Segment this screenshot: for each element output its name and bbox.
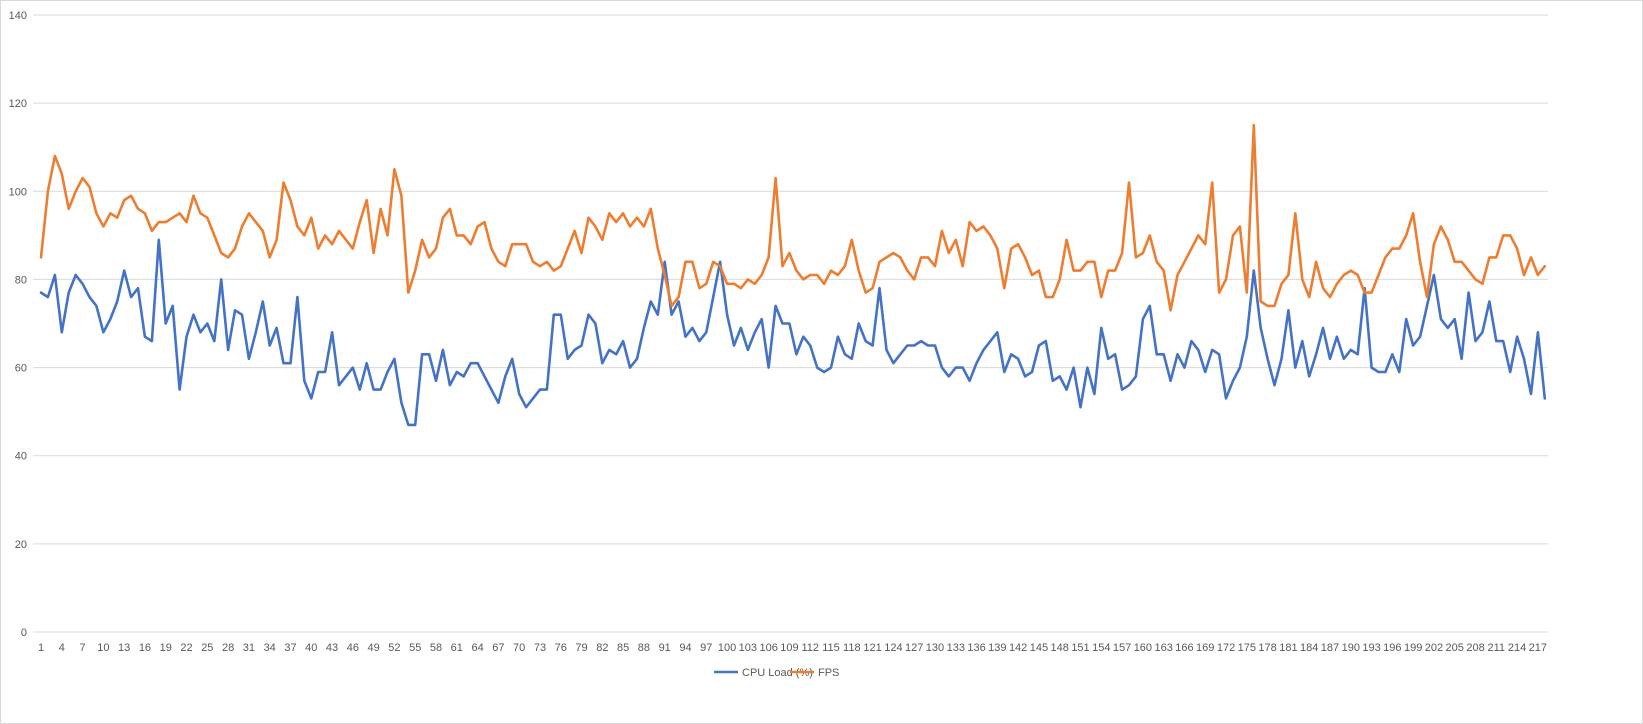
series-line-fps bbox=[39, 123, 1547, 312]
x-tick-label: 127 bbox=[905, 642, 923, 654]
x-tick-label: 196 bbox=[1383, 642, 1401, 654]
y-tick-label: 40 bbox=[15, 451, 27, 463]
x-tick-label: 55 bbox=[409, 642, 421, 654]
x-tick-label: 205 bbox=[1446, 642, 1464, 654]
x-tick-label: 4 bbox=[59, 642, 65, 654]
x-tick-label: 91 bbox=[659, 642, 671, 654]
x-tick-label: 58 bbox=[430, 642, 442, 654]
x-tick-label: 43 bbox=[326, 642, 338, 654]
x-tick-label: 136 bbox=[967, 642, 985, 654]
x-tick-label: 154 bbox=[1092, 642, 1110, 654]
x-tick-label: 85 bbox=[617, 642, 629, 654]
x-axis-ticks: 1 4 7 10 13 16 19 22 25 28 31 34 37 40 43 46 49 52 55 58 61 6… bbox=[38, 642, 1547, 654]
x-tick-label: 139 bbox=[988, 642, 1006, 654]
x-tick-label: 97 bbox=[700, 642, 712, 654]
x-tick-label: 163 bbox=[1154, 642, 1172, 654]
x-tick-label: 112 bbox=[801, 642, 819, 654]
x-tick-label: 124 bbox=[884, 642, 902, 654]
x-tick-label: 49 bbox=[368, 642, 380, 654]
x-tick-label: 73 bbox=[534, 642, 546, 654]
x-tick-label: 70 bbox=[513, 642, 525, 654]
y-tick-label: 100 bbox=[9, 186, 27, 198]
x-tick-label: 10 bbox=[97, 642, 109, 654]
x-tick-label: 64 bbox=[471, 642, 483, 654]
y-tick-label: 60 bbox=[15, 363, 27, 375]
x-tick-label: 184 bbox=[1300, 642, 1318, 654]
x-tick-label: 118 bbox=[843, 642, 861, 654]
x-tick-label: 142 bbox=[1009, 642, 1027, 654]
x-tick-label: 175 bbox=[1238, 642, 1256, 654]
x-tick-label: 172 bbox=[1217, 642, 1235, 654]
x-tick-label: 79 bbox=[575, 642, 587, 654]
x-tick-label: 214 bbox=[1508, 642, 1526, 654]
x-tick-label: 94 bbox=[679, 642, 691, 654]
x-tick-label: 181 bbox=[1279, 642, 1297, 654]
x-tick-label: 31 bbox=[243, 642, 255, 654]
x-tick-label: 157 bbox=[1113, 642, 1131, 654]
gridlines bbox=[33, 14, 1548, 633]
x-tick-label: 106 bbox=[759, 642, 777, 654]
legend: CPU Load (%) FPS bbox=[714, 667, 839, 679]
x-tick-label: 121 bbox=[863, 642, 881, 654]
y-axis-ticks: 0 20 40 60 80 100 120 140 bbox=[9, 10, 27, 639]
x-tick-label: 148 bbox=[1051, 642, 1069, 654]
x-tick-label: 133 bbox=[947, 642, 965, 654]
x-tick-label: 109 bbox=[780, 642, 798, 654]
y-tick-label: 20 bbox=[15, 539, 27, 551]
x-tick-label: 88 bbox=[638, 642, 650, 654]
x-tick-label: 100 bbox=[718, 642, 736, 654]
legend-label: FPS bbox=[818, 667, 839, 679]
x-tick-label: 16 bbox=[139, 642, 151, 654]
legend-label: CPU Load (%) bbox=[742, 667, 813, 679]
x-tick-label: 166 bbox=[1175, 642, 1193, 654]
x-tick-label: 82 bbox=[596, 642, 608, 654]
x-tick-label: 115 bbox=[822, 642, 840, 654]
y-tick-label: 80 bbox=[15, 274, 27, 286]
x-tick-label: 130 bbox=[926, 642, 944, 654]
x-tick-label: 187 bbox=[1321, 642, 1339, 654]
x-tick-label: 52 bbox=[388, 642, 400, 654]
x-tick-label: 160 bbox=[1134, 642, 1152, 654]
x-tick-label: 34 bbox=[264, 642, 276, 654]
x-tick-label: 190 bbox=[1342, 642, 1360, 654]
y-tick-label: 120 bbox=[9, 98, 27, 110]
x-tick-label: 151 bbox=[1071, 642, 1089, 654]
x-tick-label: 25 bbox=[201, 642, 213, 654]
x-tick-label: 40 bbox=[305, 642, 317, 654]
x-tick-label: 67 bbox=[492, 642, 504, 654]
x-tick-label: 13 bbox=[118, 642, 130, 654]
x-tick-label: 76 bbox=[555, 642, 567, 654]
x-tick-label: 46 bbox=[347, 642, 359, 654]
series-line-cpu-load bbox=[39, 238, 1547, 427]
x-tick-label: 193 bbox=[1362, 642, 1380, 654]
x-tick-label: 22 bbox=[180, 642, 192, 654]
x-tick-label: 28 bbox=[222, 642, 234, 654]
series-lines bbox=[39, 123, 1547, 427]
y-tick-label: 0 bbox=[21, 627, 27, 639]
x-tick-label: 199 bbox=[1404, 642, 1422, 654]
x-tick-label: 7 bbox=[80, 642, 86, 654]
x-tick-label: 19 bbox=[160, 642, 172, 654]
x-tick-label: 217 bbox=[1529, 642, 1547, 654]
x-tick-label: 145 bbox=[1030, 642, 1048, 654]
x-tick-label: 208 bbox=[1466, 642, 1484, 654]
x-tick-label: 211 bbox=[1488, 642, 1506, 654]
x-tick-label: 169 bbox=[1196, 642, 1214, 654]
y-tick-label: 140 bbox=[9, 10, 27, 22]
x-tick-label: 103 bbox=[739, 642, 757, 654]
x-tick-label: 61 bbox=[451, 642, 463, 654]
x-tick-label: 202 bbox=[1425, 642, 1443, 654]
x-tick-label: 37 bbox=[284, 642, 296, 654]
x-tick-label: 178 bbox=[1258, 642, 1276, 654]
x-tick-label: 1 bbox=[38, 642, 44, 654]
